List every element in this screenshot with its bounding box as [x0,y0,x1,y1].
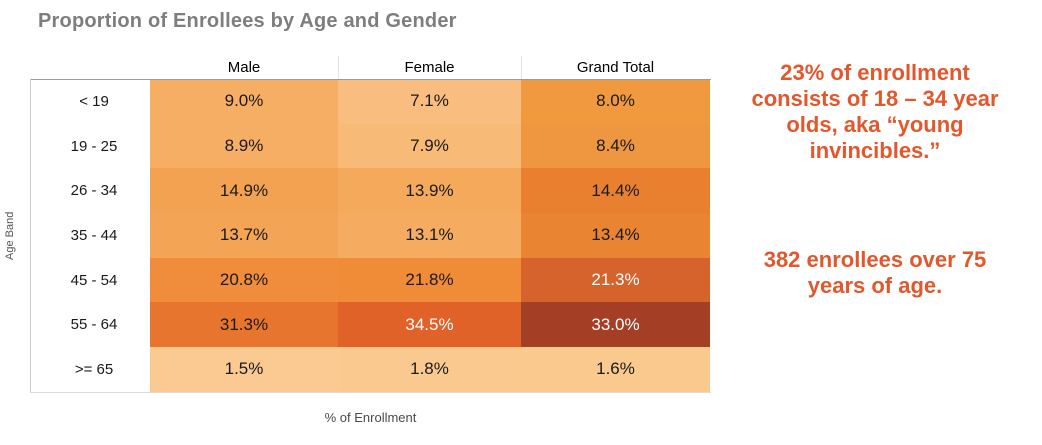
y-axis-label: Age Band [4,211,16,260]
heatmap-cell[interactable]: 7.1% [338,79,521,124]
heatmap-cell[interactable]: 14.4% [521,168,710,214]
heatmap-cell[interactable]: 31.3% [150,302,338,348]
annotation-over-75: 382 enrollees over 75 years of age. [708,247,1042,299]
row-label-45-54: 45 - 54 [30,257,150,303]
row-label-26-34: 26 - 34 [30,168,150,214]
heatmap-table: Male Female Grand Total < 19 9.0% 7.1% 8… [30,55,710,392]
heatmap-cell[interactable]: 8.0% [521,79,710,124]
annotation-line: olds, aka “young [786,112,964,137]
heatmap-cell[interactable]: 1.5% [150,347,338,392]
heatmap-cell[interactable]: 13.4% [521,213,710,258]
column-header-male: Male [150,55,338,79]
annotation-line: 382 enrollees over 75 [763,247,987,272]
heatmap-cell[interactable]: 9.0% [150,79,338,124]
heatmap-cell[interactable]: 8.4% [521,123,710,169]
annotation-line: consists of 18 – 34 year [751,86,999,111]
heatmap-cell[interactable]: 20.8% [150,257,338,303]
heatmap-cell[interactable]: 33.0% [521,302,710,348]
header-divider-line [30,79,711,80]
heatmap-cell[interactable]: 13.9% [338,168,521,214]
x-axis-label: % of Enrollment [324,410,417,425]
table-corner [30,55,150,79]
heatmap-cell[interactable]: 21.8% [338,257,521,303]
annotation-young-invincibles: 23% of enrollment consists of 18 – 34 ye… [708,60,1042,164]
annotation-line: invincibles.” [809,138,941,163]
column-separator [338,56,339,79]
heatmap-cell[interactable]: 13.1% [338,213,521,258]
row-label-35-44: 35 - 44 [30,213,150,258]
row-label-19-25: 19 - 25 [30,123,150,169]
heatmap-cell[interactable]: 1.8% [338,347,521,392]
column-header-female: Female [338,55,521,79]
chart-title: Proportion of Enrollees by Age and Gende… [38,10,457,32]
annotation-line: 23% of enrollment [780,60,970,85]
row-label-55-64: 55 - 64 [30,302,150,348]
heatmap-cell[interactable]: 8.9% [150,123,338,169]
row-label-under-19: < 19 [30,79,150,124]
table-left-border [30,79,31,392]
heatmap-cell[interactable]: 7.9% [338,123,521,169]
heatmap-cell[interactable]: 34.5% [338,302,521,348]
table-bottom-border [30,392,711,393]
row-label-65-plus: >= 65 [30,347,150,392]
annotation-line: years of age. [807,273,943,298]
column-header-grand-total: Grand Total [521,55,710,79]
heatmap-cell[interactable]: 14.9% [150,168,338,214]
heatmap-cell[interactable]: 13.7% [150,213,338,258]
heatmap-cell[interactable]: 1.6% [521,347,710,392]
column-separator [521,56,522,79]
heatmap-cell[interactable]: 21.3% [521,257,710,303]
